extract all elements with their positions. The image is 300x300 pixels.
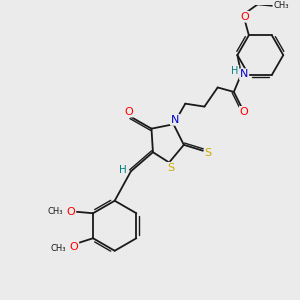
Text: O: O [70, 242, 78, 252]
Text: O: O [240, 12, 249, 22]
Text: O: O [67, 207, 75, 217]
Text: H: H [231, 66, 238, 76]
Text: N: N [240, 69, 248, 79]
Text: O: O [124, 106, 133, 117]
Text: CH₃: CH₃ [48, 207, 63, 216]
Text: S: S [167, 163, 174, 173]
Text: N: N [171, 115, 179, 125]
Text: CH₃: CH₃ [51, 244, 66, 253]
Text: H: H [119, 165, 127, 175]
Text: CH₃: CH₃ [273, 1, 289, 10]
Text: S: S [205, 148, 212, 158]
Text: O: O [240, 107, 248, 117]
